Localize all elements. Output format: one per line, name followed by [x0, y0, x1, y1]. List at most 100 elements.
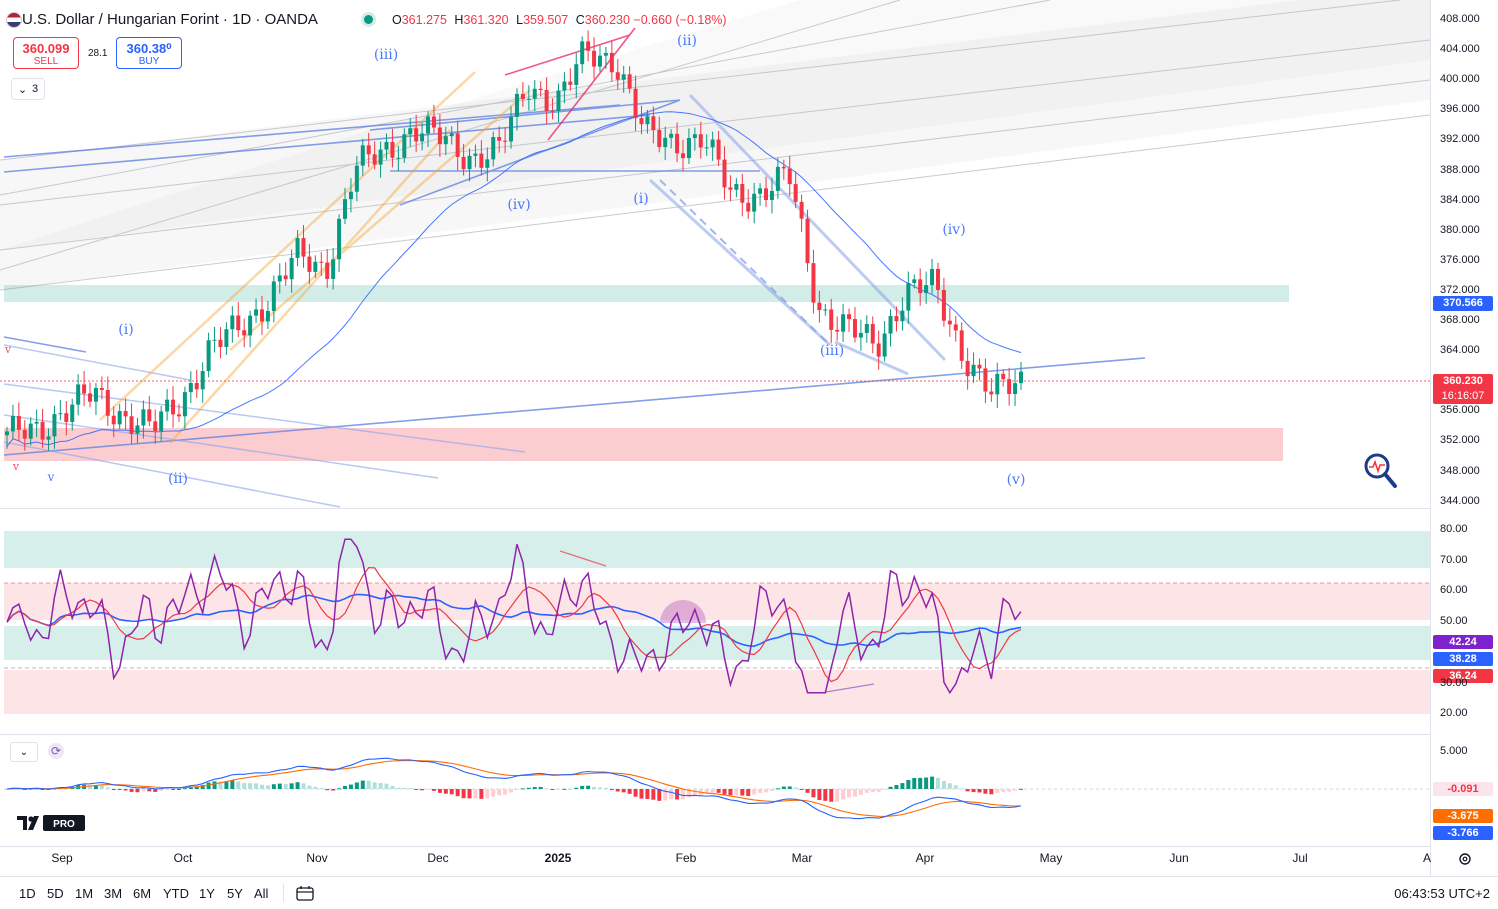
macd-histogram-bar	[514, 789, 519, 790]
candle-body	[319, 261, 324, 263]
wave-label: v	[47, 470, 55, 484]
candle-body	[906, 283, 911, 311]
range-button-1y[interactable]: 1Y	[199, 886, 215, 901]
candle-body	[663, 137, 668, 148]
macd-histogram-bar	[663, 789, 668, 801]
candle-body	[64, 413, 69, 422]
candle-body	[965, 360, 970, 377]
macd-histogram-bar	[443, 789, 448, 794]
macd-histogram-bar	[538, 786, 543, 789]
candle-body	[835, 329, 840, 332]
macd-histogram-bar	[787, 786, 792, 789]
market-open-indicator[interactable]	[364, 15, 373, 24]
macd-histogram-bar	[206, 782, 211, 789]
wave-label: (iii)	[819, 343, 845, 359]
macd-histogram-bar	[645, 789, 650, 799]
range-button-ytd[interactable]: YTD	[163, 886, 189, 901]
candle-body	[864, 324, 869, 334]
legend-toggle-button[interactable]: ⌄ 3	[11, 78, 45, 100]
range-button-6m[interactable]: 6M	[133, 886, 152, 901]
range-button-all[interactable]: All	[254, 886, 269, 901]
candle-body	[787, 168, 792, 185]
time-axis-separator	[0, 846, 1430, 847]
macd-signal-tag: -3.675	[1433, 809, 1493, 823]
candle-body	[366, 145, 371, 155]
macd-histogram-bar	[93, 785, 98, 789]
range-button-5d[interactable]: 5D	[47, 886, 64, 901]
macd-histogram-bar	[758, 789, 763, 793]
candle-body	[313, 261, 318, 272]
candle-body	[22, 429, 27, 439]
range-button-5y[interactable]: 5Y	[227, 886, 243, 901]
clock-timezone[interactable]: 06:43:53 UTC+2	[1394, 886, 1490, 901]
price-axis-label: 344.000	[1440, 494, 1480, 507]
macd-histogram-bar	[88, 785, 93, 789]
range-button-3m[interactable]: 3M	[104, 886, 123, 901]
macd-histogram-bar	[396, 787, 401, 789]
candle-body	[520, 93, 525, 100]
calendar-range-icon[interactable]	[296, 885, 314, 901]
chart-canvas[interactable]	[0, 0, 1430, 876]
candle-body	[971, 364, 976, 377]
candle-body	[817, 302, 822, 311]
wave-label: (i)	[633, 191, 649, 207]
price-axis-label: 380.000	[1440, 223, 1480, 236]
macd-histogram-bar	[835, 789, 840, 802]
candle-body	[497, 137, 502, 141]
time-axis-label: Nov	[306, 851, 328, 865]
macd-histogram-bar	[989, 789, 994, 795]
candle-body	[224, 329, 229, 347]
range-button-1d[interactable]: 1D	[19, 886, 36, 901]
buy-button[interactable]: 360.38⁰ BUY	[116, 37, 182, 69]
symbol-title[interactable]: U.S. Dollar / Hungarian Forint · 1D · OA…	[22, 11, 318, 28]
wave-label: (ii)	[677, 33, 697, 49]
macd-collapse-button[interactable]: ⌄	[10, 742, 38, 762]
macd-histogram-bar	[384, 783, 389, 789]
macd-histogram-bar	[769, 789, 774, 791]
candle-body	[301, 238, 306, 257]
time-axis-label: A	[1422, 851, 1432, 865]
candle-body	[645, 116, 650, 125]
macd-histogram-bar	[354, 782, 359, 789]
candle-body	[876, 343, 881, 357]
macd-histogram-bar	[592, 787, 597, 789]
price-axis-label: 392.000	[1440, 133, 1480, 146]
macd-histogram-bar	[995, 789, 1000, 793]
macd-histogram-bar	[449, 789, 454, 795]
macd-histogram-bar	[627, 789, 632, 794]
magnifier-chart-icon[interactable]	[1362, 452, 1398, 490]
sell-button[interactable]: 360.099 SELL	[13, 37, 79, 69]
macd-histogram-bar	[550, 789, 555, 790]
macd-pane	[4, 757, 1430, 820]
ma-price-tag: 370.566	[1433, 296, 1493, 311]
price-axis-label: 372.000	[1440, 283, 1480, 296]
sync-icon[interactable]: ⟳	[48, 743, 64, 759]
candle-body	[88, 393, 93, 402]
buy-price: 360.38⁰	[126, 41, 172, 56]
macd-histogram-bar	[485, 789, 490, 799]
candle-body	[852, 319, 857, 338]
macd-histogram-bar	[224, 781, 229, 789]
candle-body	[781, 166, 786, 169]
range-button-1m[interactable]: 1M	[75, 886, 94, 901]
macd-histogram-bar	[775, 788, 780, 790]
candle-body	[1001, 373, 1006, 380]
macd-histogram-bar	[562, 788, 567, 790]
candle-body	[953, 324, 958, 331]
pane-separator[interactable]	[0, 508, 1430, 509]
settings-gear-icon[interactable]	[1457, 851, 1473, 867]
macd-histogram-bar	[681, 789, 685, 800]
macd-histogram-bar	[22, 789, 27, 790]
candle-body	[681, 153, 685, 159]
divider	[283, 884, 284, 902]
rsi-axis-label: 20.00	[1440, 707, 1468, 720]
candle-body	[503, 140, 508, 142]
candle-body	[437, 127, 442, 145]
macd-histogram-bar	[426, 789, 431, 791]
candle-body	[182, 392, 187, 417]
macd-histogram-bar	[971, 789, 976, 793]
rsi-pane	[4, 531, 1430, 714]
pane-separator[interactable]	[0, 734, 1430, 735]
macd-histogram-bar	[360, 780, 365, 789]
candle-body	[603, 52, 608, 56]
